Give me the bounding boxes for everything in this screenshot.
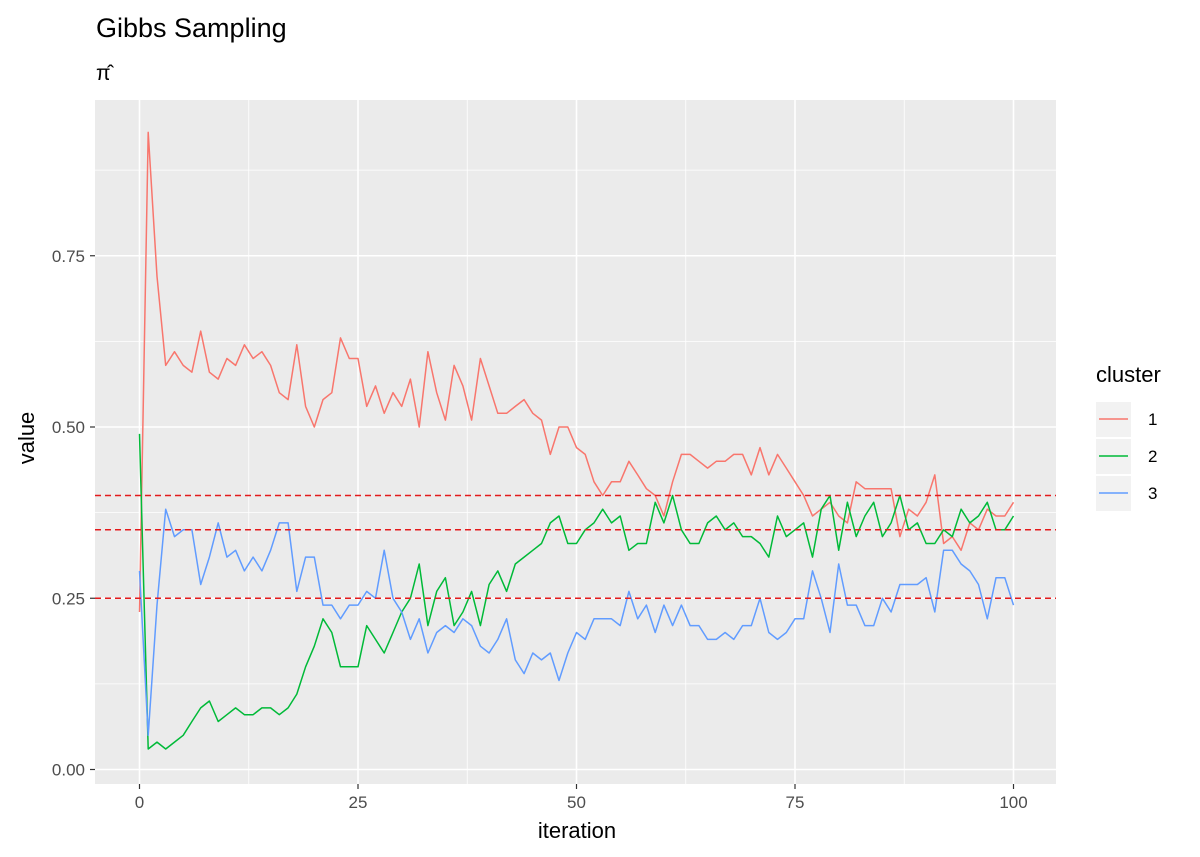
y-tick-label: 0.00 bbox=[52, 761, 85, 780]
legend: cluster 1 2 3 bbox=[1096, 362, 1161, 511]
series-line-1 bbox=[138, 131, 1015, 613]
x-tick-label: 0 bbox=[135, 793, 144, 812]
x-tick-label: 100 bbox=[999, 793, 1027, 812]
series-line-2 bbox=[138, 433, 1015, 750]
y-axis-title: value bbox=[14, 412, 39, 465]
plot-panel bbox=[95, 100, 1056, 784]
y-tick-label: 0.50 bbox=[52, 418, 85, 437]
x-tick-label: 25 bbox=[349, 793, 368, 812]
legend-title: cluster bbox=[1096, 362, 1161, 387]
chart-title: Gibbs Sampling bbox=[96, 13, 287, 43]
panel-background bbox=[95, 100, 1056, 784]
x-tick-label: 75 bbox=[786, 793, 805, 812]
x-axis: 0 25 50 75 100 bbox=[135, 784, 1028, 812]
legend-label-1: 1 bbox=[1148, 410, 1157, 429]
x-axis-title: iteration bbox=[538, 818, 616, 843]
legend-label-2: 2 bbox=[1148, 447, 1157, 466]
legend-label-3: 3 bbox=[1148, 484, 1157, 503]
chart-subtitle: π̂ bbox=[96, 62, 114, 85]
y-tick-label: 0.75 bbox=[52, 247, 85, 266]
y-axis: 0.00 0.25 0.50 0.75 bbox=[52, 247, 95, 780]
x-tick-label: 50 bbox=[567, 793, 586, 812]
series-line-3 bbox=[138, 508, 1015, 737]
y-tick-label: 0.25 bbox=[52, 589, 85, 608]
